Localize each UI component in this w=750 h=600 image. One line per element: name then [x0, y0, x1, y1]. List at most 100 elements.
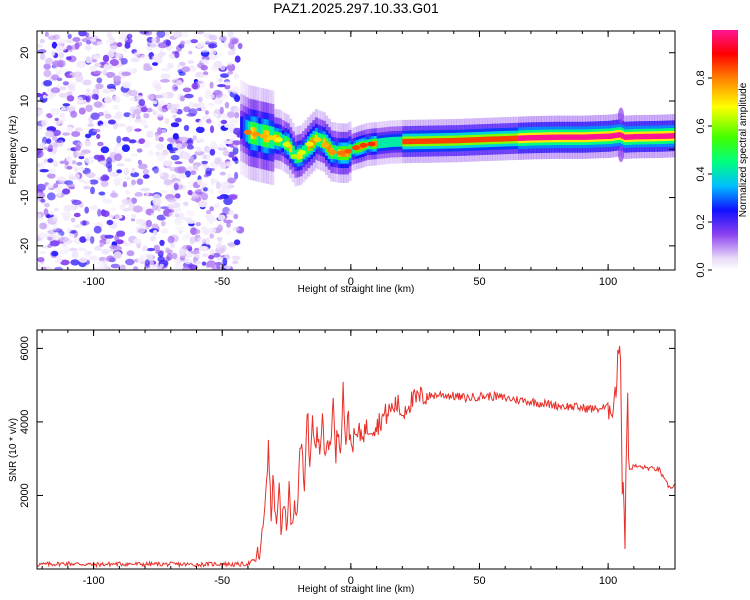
colorbar-axis: 0.0 0.2 0.4 0.6 0.8	[695, 70, 712, 278]
heatmap-ridge-cell	[633, 134, 637, 140]
heatmap-noise-cell	[182, 87, 192, 93]
spectrogram-y-tick-label: 0	[19, 146, 31, 152]
heatmap-noise-cell	[142, 174, 150, 179]
heatmap-ridge-cell	[523, 135, 527, 141]
heatmap-noise-cell	[44, 116, 49, 123]
heatmap-noise-cell	[162, 160, 173, 167]
heatmap-ridge-cell	[597, 133, 601, 140]
heatmap-ridge-cell	[350, 144, 355, 155]
heatmap-noise-cell	[101, 248, 110, 255]
heatmap-ridge-cell	[512, 135, 517, 142]
heatmap-noise-cell	[94, 63, 102, 68]
heatmap-noise-cell	[217, 189, 226, 194]
heatmap-noise-cell	[157, 42, 168, 49]
heatmap-ridge-cell	[476, 137, 481, 143]
heatmap-noise-cell	[190, 39, 199, 44]
heatmap-ridge-cell	[389, 137, 393, 147]
heatmap-ridge-cell	[494, 136, 499, 142]
heatmap-noise-cell	[196, 43, 203, 49]
heatmap-noise-cell	[123, 167, 130, 176]
heatmap-noise-cell	[227, 111, 235, 118]
heatmap-noise-cell	[167, 198, 177, 203]
heatmap-noise-cell	[38, 232, 48, 239]
heatmap-noise-cell	[54, 233, 62, 241]
heatmap-noise-cell	[95, 83, 104, 90]
heatmap-noise-cell	[124, 158, 132, 162]
heatmap-noise-cell	[196, 31, 205, 35]
heatmap-noise-cell	[175, 217, 181, 224]
heatmap-noise-cell	[170, 154, 180, 161]
heatmap-ridge-blob	[336, 150, 345, 156]
heatmap-noise-cell	[140, 106, 148, 113]
heatmap-noise-cell	[186, 139, 193, 144]
heatmap-noise-cell	[67, 33, 72, 39]
heatmap-noise-cell	[186, 245, 193, 250]
heatmap-noise-cell	[145, 191, 150, 197]
heatmap-noise-cell	[228, 195, 238, 201]
heatmap-ridge-cell	[502, 136, 506, 142]
heatmap-noise-cell	[183, 201, 189, 206]
heatmap-ridge-cell	[626, 134, 630, 140]
spectrogram-x-tick-label: -50	[214, 276, 230, 288]
heatmap-noise-cell	[51, 251, 59, 257]
heatmap-noise-cell	[201, 105, 207, 112]
heatmap-noise-cell	[227, 31, 234, 39]
heatmap-noise-cell	[49, 240, 60, 247]
heatmap-noise-cell	[75, 151, 81, 157]
heatmap-ridge-blob	[298, 149, 306, 155]
heatmap-noise-cell	[232, 147, 239, 155]
heatmap-noise-cell	[174, 117, 182, 123]
heatmap-noise-cell	[70, 259, 80, 266]
heatmap-ridge-cell	[554, 134, 558, 140]
heatmap-ridge-cell	[561, 134, 565, 140]
heatmap-noise-cell	[121, 71, 132, 77]
heatmap-noise-cell	[102, 198, 113, 204]
heatmap-noise-cell	[184, 39, 192, 45]
heatmap-noise-cell	[195, 260, 202, 265]
heatmap-noise-cell	[161, 67, 171, 72]
heatmap-ridge-cell	[538, 134, 542, 141]
heatmap-noise-cell	[122, 201, 133, 206]
heatmap-noise-cell	[233, 73, 239, 80]
heatmap-noise-cell	[169, 201, 175, 206]
heatmap-noise-cell	[186, 210, 195, 217]
heatmap-noise-cell	[93, 41, 98, 46]
heatmap-noise-cell	[125, 190, 131, 195]
heatmap-noise-cell	[152, 229, 158, 236]
heatmap-noise-cell	[125, 258, 135, 266]
heatmap-ridge-cell	[322, 138, 326, 146]
heatmap-noise-cell	[219, 106, 224, 115]
heatmap-noise-cell	[199, 74, 209, 78]
heatmap-ridge-cell	[515, 135, 519, 141]
heatmap-noise-cell	[67, 227, 72, 233]
heatmap-noise-cell	[73, 212, 81, 218]
heatmap-noise-cell	[71, 251, 79, 259]
heatmap-noise-cell	[190, 250, 200, 255]
heatmap-ridge-cell	[608, 133, 612, 139]
heatmap-noise-cell	[156, 214, 166, 221]
heatmap-noise-cell	[47, 236, 53, 241]
heatmap-noise-cell	[174, 166, 184, 174]
heatmap-noise-cell	[170, 147, 179, 151]
heatmap-noise-cell	[218, 143, 226, 149]
heatmap-noise-cell	[62, 243, 67, 248]
heatmap-noise-cell	[218, 35, 228, 42]
heatmap-noise-cell	[84, 232, 92, 240]
heatmap-noise-cell	[66, 183, 75, 188]
heatmap-noise-cell	[151, 54, 162, 63]
heatmap-noise-cell	[160, 220, 166, 227]
heatmap-ridge-blob	[305, 141, 314, 147]
heatmap-noise-cell	[225, 229, 232, 235]
heatmap-noise-cell	[155, 133, 160, 142]
heatmap-ridge-cell	[240, 116, 244, 139]
heatmap-noise-cell	[146, 130, 154, 138]
heatmap-noise-cell	[146, 46, 153, 52]
heatmap-noise-cell	[163, 179, 172, 186]
heatmap-noise-cell	[46, 184, 54, 189]
heatmap-noise-cell	[203, 174, 209, 178]
heatmap-noise-cell	[70, 81, 78, 86]
heatmap-noise-cell	[192, 165, 199, 170]
heatmap-noise-cell	[214, 97, 224, 105]
heatmap-noise-cell	[78, 166, 85, 171]
heatmap-noise-cell	[62, 103, 71, 107]
